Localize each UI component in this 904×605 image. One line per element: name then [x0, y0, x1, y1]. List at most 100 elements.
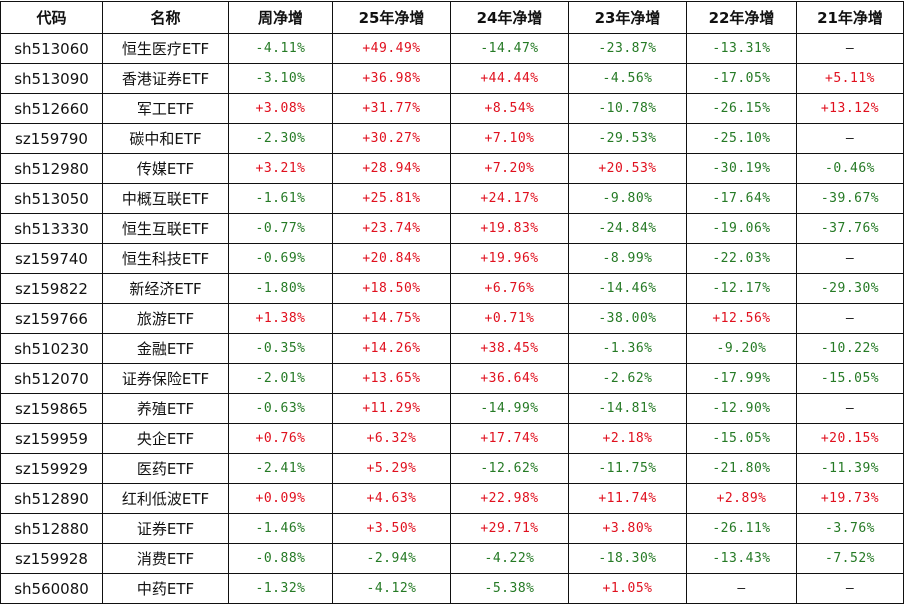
2022-change-cell: -17.99% — [686, 363, 797, 394]
2021-change-cell: -3.76% — [796, 513, 904, 544]
etf-code-cell: sh512660 — [0, 93, 103, 124]
2024-change-cell: +7.10% — [450, 123, 569, 154]
2023-change-cell: +20.53% — [568, 153, 687, 184]
week-change-cell: -2.01% — [228, 363, 333, 394]
2023-change-cell: -14.81% — [568, 393, 687, 424]
week-change-cell: -0.35% — [228, 333, 333, 364]
table-row: sz159959 央企ETF +0.76% +6.32% +17.74% +2.18% -1… — [0, 423, 904, 454]
etf-name-cell: 中药ETF — [102, 573, 229, 604]
etf-name-cell: 央企ETF — [102, 423, 229, 454]
etf-name-cell: 证券保险ETF — [102, 363, 229, 394]
2025-change-cell: +11.29% — [332, 393, 451, 424]
2025-change-cell: -4.12% — [332, 573, 451, 604]
2023-change-cell: -23.87% — [568, 33, 687, 64]
etf-code-cell: sh512980 — [0, 153, 103, 184]
2023-change-cell: -18.30% — [568, 543, 687, 574]
table-row: sh512660 军工ETF +3.08% +31.77% +8.54% -10.78% -… — [0, 93, 904, 124]
2023-change-cell: +2.18% — [568, 423, 687, 454]
etf-name-cell: 碳中和ETF — [102, 123, 229, 154]
table-row: sz159928 消费ETF -0.88% -2.94% -4.22% -18.30% -1… — [0, 543, 904, 574]
etf-code-cell: sh513090 — [0, 63, 103, 94]
etf-name-cell: 恒生医疗ETF — [102, 33, 229, 64]
etf-code-cell: sz159822 — [0, 273, 103, 304]
2024-change-cell: +8.54% — [450, 93, 569, 124]
2024-change-cell: +24.17% — [450, 183, 569, 214]
week-change-cell: -3.10% — [228, 63, 333, 94]
2022-change-cell: +2.89% — [686, 483, 797, 514]
2021-change-cell: -11.39% — [796, 453, 904, 484]
2023-change-cell: +3.80% — [568, 513, 687, 544]
etf-code-cell: sh560080 — [0, 573, 103, 604]
2025-change-cell: +20.84% — [332, 243, 451, 274]
header-week: 周净增 — [228, 1, 333, 34]
week-change-cell: -2.30% — [228, 123, 333, 154]
2022-change-cell: — — [686, 573, 797, 604]
etf-code-cell: sh512070 — [0, 363, 103, 394]
etf-code-cell: sh512890 — [0, 483, 103, 514]
2023-change-cell: -2.62% — [568, 363, 687, 394]
table-row: sz159865 养殖ETF -0.63% +11.29% -14.99% -14.81%… — [0, 393, 904, 424]
header-2021: 21年净增 — [796, 1, 904, 34]
week-change-cell: -0.63% — [228, 393, 333, 424]
2025-change-cell: +5.29% — [332, 453, 451, 484]
2024-change-cell: -12.62% — [450, 453, 569, 484]
week-change-cell: -1.46% — [228, 513, 333, 544]
2022-change-cell: -13.43% — [686, 543, 797, 574]
2025-change-cell: +14.75% — [332, 303, 451, 334]
table-row: sh513050 中概互联ETF -1.61% +25.81% +24.17% -9.80… — [0, 183, 904, 214]
2024-change-cell: +19.83% — [450, 213, 569, 244]
week-change-cell: -2.41% — [228, 453, 333, 484]
2023-change-cell: -38.00% — [568, 303, 687, 334]
etf-name-cell: 军工ETF — [102, 93, 229, 124]
etf-name-cell: 香港证券ETF — [102, 63, 229, 94]
table-row: sh512070 证券保险ETF -2.01% +13.65% +36.64% -2.62… — [0, 363, 904, 394]
etf-code-cell: sz159766 — [0, 303, 103, 334]
table-row: sh513330 恒生互联ETF -0.77% +23.74% +19.83% -24.8… — [0, 213, 904, 244]
2025-change-cell: +28.94% — [332, 153, 451, 184]
week-change-cell: +0.09% — [228, 483, 333, 514]
2024-change-cell: -14.47% — [450, 33, 569, 64]
2025-change-cell: +49.49% — [332, 33, 451, 64]
2025-change-cell: +18.50% — [332, 273, 451, 304]
2025-change-cell: +30.27% — [332, 123, 451, 154]
etf-code-cell: sz159865 — [0, 393, 103, 424]
2022-change-cell: -17.64% — [686, 183, 797, 214]
2021-change-cell: — — [796, 33, 904, 64]
week-change-cell: -0.88% — [228, 543, 333, 574]
2022-change-cell: -26.15% — [686, 93, 797, 124]
week-change-cell: +1.38% — [228, 303, 333, 334]
2022-change-cell: -22.03% — [686, 243, 797, 274]
etf-code-cell: sh512880 — [0, 513, 103, 544]
2023-change-cell: -29.53% — [568, 123, 687, 154]
2024-change-cell: +22.98% — [450, 483, 569, 514]
2024-change-cell: +44.44% — [450, 63, 569, 94]
2025-change-cell: +14.26% — [332, 333, 451, 364]
2024-change-cell: +7.20% — [450, 153, 569, 184]
2024-change-cell: -14.99% — [450, 393, 569, 424]
2021-change-cell: — — [796, 243, 904, 274]
week-change-cell: -1.61% — [228, 183, 333, 214]
2024-change-cell: -4.22% — [450, 543, 569, 574]
header-2023: 23年净增 — [568, 1, 687, 34]
2023-change-cell: -9.80% — [568, 183, 687, 214]
2022-change-cell: +12.56% — [686, 303, 797, 334]
2022-change-cell: -9.20% — [686, 333, 797, 364]
2025-change-cell: +6.32% — [332, 423, 451, 454]
2022-change-cell: -17.05% — [686, 63, 797, 94]
2023-change-cell: -8.99% — [568, 243, 687, 274]
2023-change-cell: -1.36% — [568, 333, 687, 364]
table-row: sh512880 证券ETF -1.46% +3.50% +29.71% +3.80% -2… — [0, 513, 904, 544]
2022-change-cell: -13.31% — [686, 33, 797, 64]
etf-name-cell: 恒生科技ETF — [102, 243, 229, 274]
header-code: 代码 — [0, 1, 103, 34]
table-row: sz159740 恒生科技ETF -0.69% +20.84% +19.96% -8.99… — [0, 243, 904, 274]
etf-name-cell: 旅游ETF — [102, 303, 229, 334]
etf-name-cell: 养殖ETF — [102, 393, 229, 424]
2022-change-cell: -12.17% — [686, 273, 797, 304]
2025-change-cell: +4.63% — [332, 483, 451, 514]
2024-change-cell: +17.74% — [450, 423, 569, 454]
2023-change-cell: -11.75% — [568, 453, 687, 484]
header-2024: 24年净增 — [450, 1, 569, 34]
etf-code-cell: sz159740 — [0, 243, 103, 274]
table-row: sh513060 恒生医疗ETF -4.11% +49.49% -14.47% -23.8… — [0, 33, 904, 64]
